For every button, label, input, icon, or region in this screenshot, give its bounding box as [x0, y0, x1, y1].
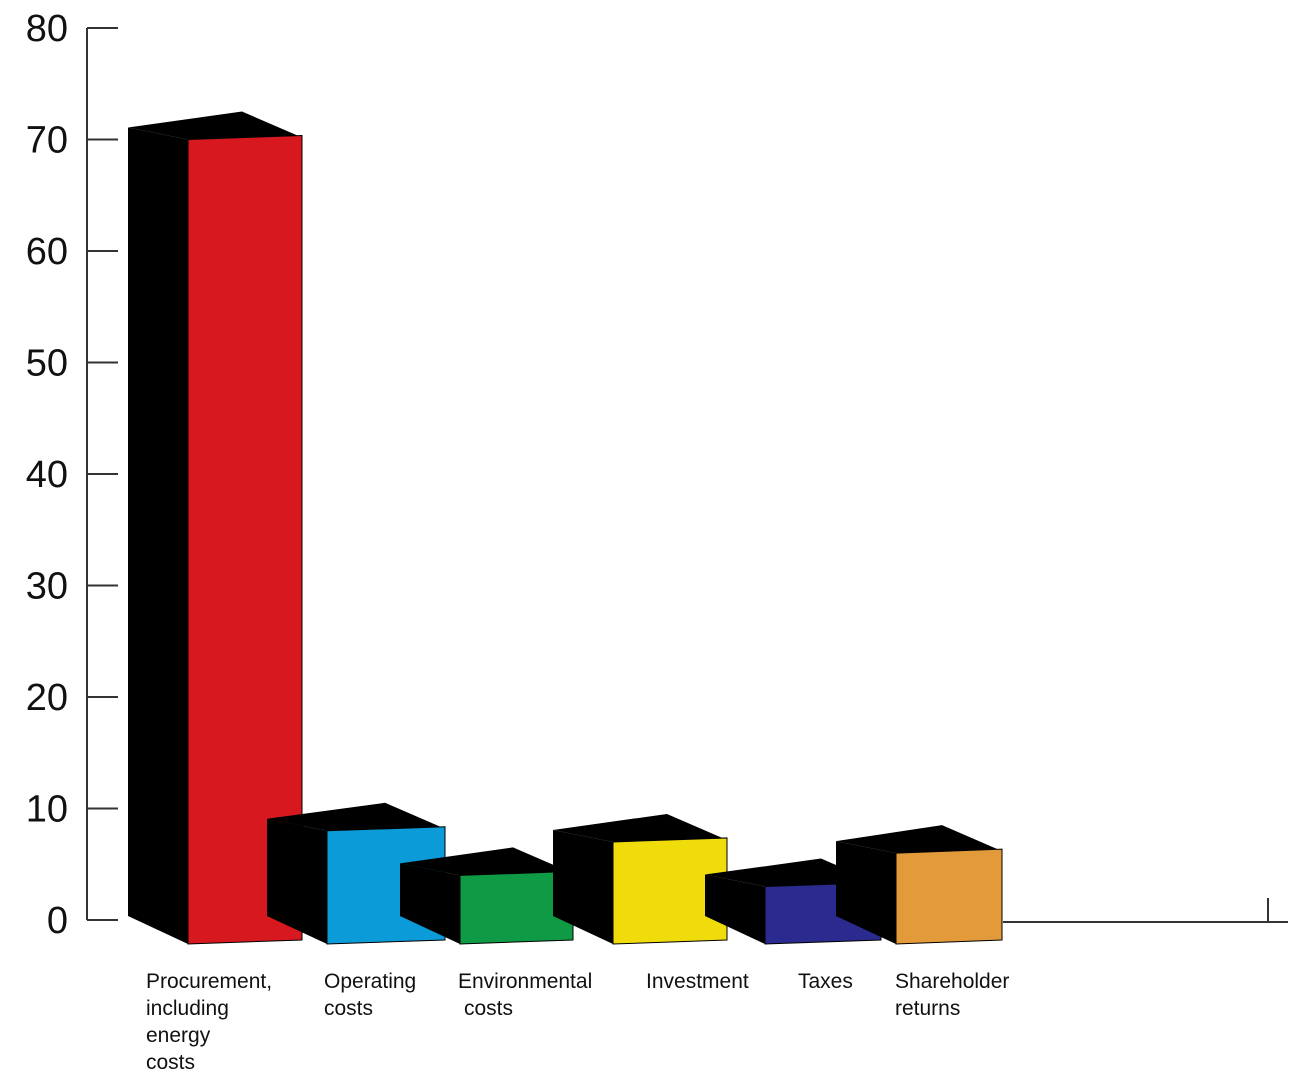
y-tick-label: 20 — [26, 677, 68, 719]
category-label-line: Taxes — [798, 970, 853, 993]
category-label-line: Shareholder — [895, 970, 1009, 993]
y-tick-label: 60 — [26, 231, 68, 273]
y-tick-label: 30 — [26, 566, 68, 608]
category-label-line: energy — [146, 1024, 211, 1047]
category-label: Investment — [646, 970, 749, 993]
category-labels: Procurement, including energy costsOperatin… — [146, 970, 1009, 1073]
bar-front-face — [896, 849, 1002, 944]
category-label: Shareholder returns — [895, 970, 1009, 1020]
category-label-line: including — [146, 997, 229, 1020]
y-ticks: 0 10 20 30 40 50 60 70 80 — [26, 8, 118, 942]
category-label-line: costs — [146, 1051, 195, 1073]
y-tick-label: 80 — [26, 8, 68, 50]
bar-side-face — [128, 128, 188, 945]
bars — [128, 112, 1002, 945]
bar-3 — [553, 814, 727, 944]
category-label-line: costs — [464, 997, 513, 1020]
category-label-line: Investment — [646, 970, 749, 993]
category-label-line: Procurement, — [146, 970, 272, 993]
category-label: Operating costs — [324, 970, 416, 1020]
category-label-line: returns — [895, 997, 960, 1020]
category-label-line: Operating — [324, 970, 416, 993]
category-label: Environmental costs — [458, 970, 592, 1020]
y-tick-label: 0 — [47, 900, 68, 942]
category-label-line: costs — [324, 997, 373, 1020]
y-tick-label: 40 — [26, 454, 68, 496]
category-label: Procurement, including energy costs — [146, 970, 272, 1073]
y-tick-label: 10 — [26, 789, 68, 831]
category-label: Taxes — [798, 970, 853, 993]
bar-5 — [836, 825, 1002, 944]
y-tick-label: 50 — [26, 343, 68, 385]
y-tick-label: 70 — [26, 120, 68, 162]
category-label-line: Environmental — [458, 970, 592, 993]
